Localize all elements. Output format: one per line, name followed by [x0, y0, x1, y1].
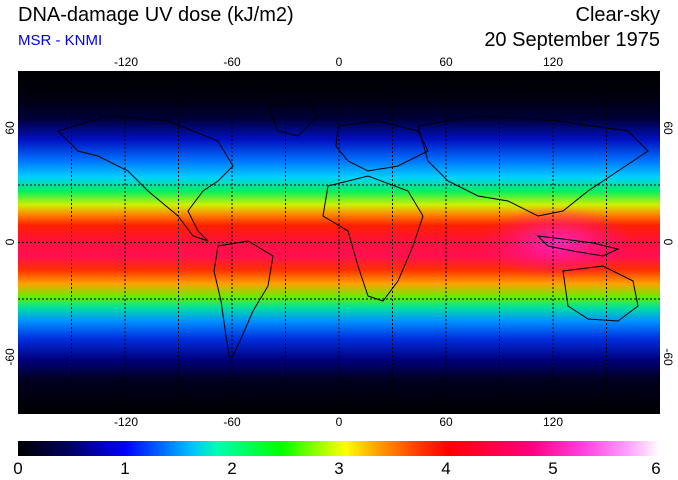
lat-tick-left-n60: 60: [3, 121, 17, 135]
greenland-outline: [267, 100, 319, 137]
colorbar-label-5: 5: [548, 459, 558, 478]
lon-tick-top-w60: -60: [223, 55, 241, 69]
colorbar: [18, 441, 660, 456]
colorbar-label-0: 0: [13, 459, 23, 478]
lat-tick-left-eq: 0: [3, 238, 17, 246]
lat-tick-left-s60: -60: [3, 348, 17, 366]
graticule: [18, 71, 660, 414]
australia-outline: [562, 265, 639, 322]
colorbar-label-3: 3: [334, 459, 344, 478]
sky-condition: Clear-sky: [575, 4, 660, 26]
lon-tick-top-0: 0: [335, 55, 343, 69]
lat-tick-right-n60: 60: [661, 121, 675, 135]
lat-tick-right-s60: -60: [661, 348, 675, 366]
colorbar-label-1: 1: [120, 459, 130, 478]
south-america-outline: [213, 240, 274, 363]
colorbar-label-4: 4: [441, 459, 451, 478]
lon-tick-bottom-w120: -120: [113, 415, 139, 429]
lon-tick-top-w120: -120: [113, 55, 139, 69]
africa-outline: [322, 175, 424, 302]
map-title: DNA-damage UV dose (kJ/m2): [18, 4, 294, 26]
uv-dose-map: [18, 71, 660, 414]
indonesia-outline: [536, 235, 620, 257]
date-label: 20 September 1975: [484, 29, 660, 51]
north-america-outline: [57, 115, 234, 242]
lon-tick-top-e120: 120: [542, 55, 564, 69]
lon-tick-bottom-0: 0: [335, 415, 343, 429]
lon-tick-bottom-w60: -60: [223, 415, 241, 429]
lon-tick-bottom-e60: 60: [439, 415, 453, 429]
colorbar-label-2: 2: [227, 459, 237, 478]
source-label: MSR - KNMI: [18, 32, 103, 49]
lat-tick-right-eq: 0: [661, 238, 675, 246]
asia-outline: [417, 115, 649, 217]
colorbar-label-6: 6: [651, 459, 661, 478]
lon-tick-top-e60: 60: [439, 55, 453, 69]
lon-tick-bottom-e120: 120: [542, 415, 564, 429]
europe-outline: [335, 120, 429, 172]
